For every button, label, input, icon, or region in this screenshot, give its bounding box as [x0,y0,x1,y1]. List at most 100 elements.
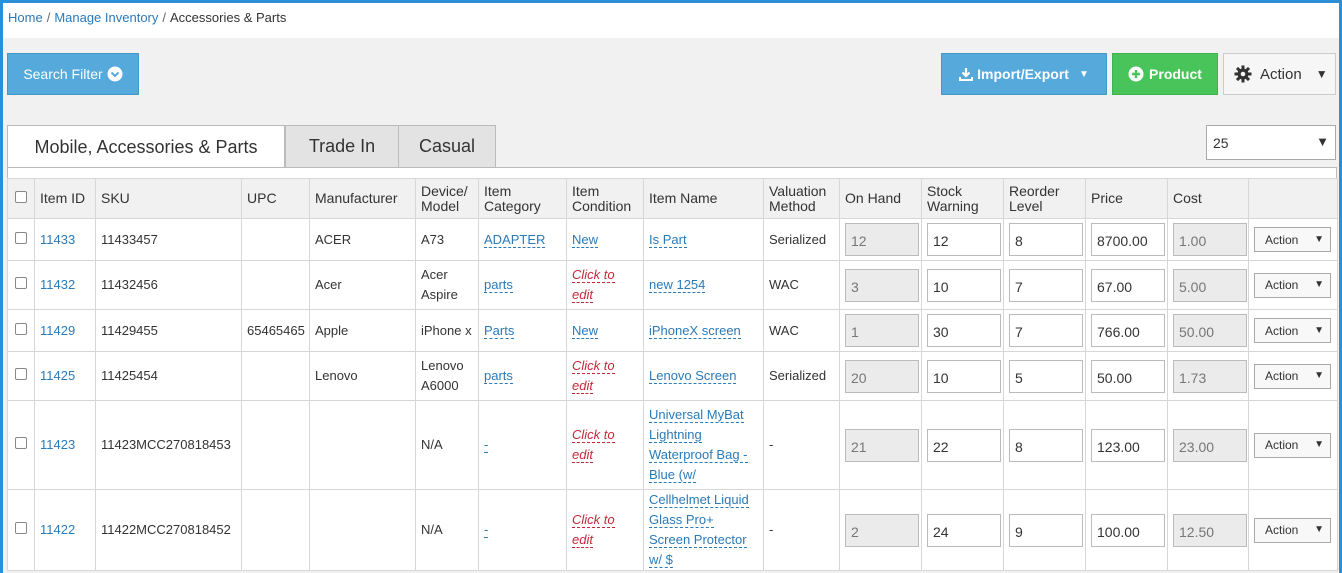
manufacturer-cell: Lenovo [309,351,416,401]
breadcrumb-manage-inventory[interactable]: Manage Inventory [54,10,159,25]
col-item-category[interactable]: Item Category [478,178,567,219]
reorder-level-input[interactable]: 7 [1009,314,1083,347]
item-category-editable[interactable]: - [484,437,489,453]
col-sku[interactable]: SKU [95,178,242,219]
col-device-model[interactable]: Device/ Model [415,178,479,219]
action-menu-label: Action [1260,65,1302,83]
breadcrumb-home[interactable]: Home [8,10,43,25]
item-name-editable[interactable]: Lenovo Screen [649,368,737,384]
price-input[interactable]: 766.00 [1091,314,1165,347]
tab-trade-in[interactable]: Trade In [285,125,399,168]
row-checkbox[interactable] [15,522,27,534]
row-action-button[interactable]: Action ▼ [1254,363,1331,389]
item-id-link[interactable]: 11432 [40,277,76,292]
row-checkbox-cell[interactable] [7,351,35,401]
reorder-level-input[interactable]: 8 [1009,428,1083,462]
col-upc[interactable]: UPC [241,178,310,219]
cost-field: 1.73 [1173,359,1247,393]
col-reorder-level[interactable]: Reorder Level [1003,178,1086,219]
select-all-checkbox-cell[interactable] [7,178,35,219]
col-item-id[interactable]: Item ID [34,178,96,219]
price-input[interactable]: 8700.00 [1091,223,1165,256]
item-condition-editable[interactable]: New [572,231,599,248]
col-stock-warning[interactable]: Stock Warning [921,178,1004,219]
item-condition-editable[interactable]: Click to edit [572,267,615,303]
row-action-cell: Action ▼ [1248,400,1338,490]
row-checkbox[interactable] [15,231,27,244]
col-on-hand[interactable]: On Hand [839,178,922,219]
row-checkbox-cell[interactable] [7,218,35,261]
row-action-button[interactable]: Action ▼ [1254,272,1331,298]
stock-warning-input[interactable]: 12 [927,223,1001,256]
item-id-link[interactable]: 11423 [40,437,76,452]
item-category-editable[interactable]: Parts [484,322,515,339]
item-id-link[interactable]: 11425 [40,368,76,383]
row-action-button[interactable]: Action ▼ [1254,517,1331,543]
upc-cell [241,218,310,261]
reorder-level-input[interactable]: 7 [1009,268,1083,302]
row-checkbox-cell[interactable] [7,400,35,490]
item-name-editable[interactable]: Is Part [649,231,687,248]
row-action-button[interactable]: Action ▼ [1254,318,1331,343]
add-product-button[interactable]: Product [1112,53,1218,95]
stock-warning-cell: 24 [921,489,1004,571]
item-name-cell: Universal MyBat Lightning Waterproof Bag… [643,400,764,490]
reorder-level-input[interactable]: 5 [1009,359,1083,393]
row-checkbox[interactable] [15,437,27,449]
manufacturer-cell: ACER [309,218,416,261]
reorder-level-input[interactable]: 9 [1009,513,1083,547]
row-checkbox-cell[interactable] [7,309,35,352]
import-export-button[interactable]: Import/Export ▼ [941,53,1107,95]
stock-warning-input[interactable]: 22 [927,428,1001,462]
caret-down-icon: ▼ [1314,370,1324,381]
item-condition-editable[interactable]: Click to edit [572,358,615,394]
item-condition-editable[interactable]: New [572,322,599,339]
stock-warning-input[interactable]: 10 [927,268,1001,302]
col-price[interactable]: Price [1085,178,1168,219]
stock-warning-input[interactable]: 30 [927,314,1001,347]
reorder-level-cell: 8 [1003,400,1086,490]
price-input[interactable]: 123.00 [1091,428,1165,462]
page-size-select[interactable]: 25 ▼ [1206,125,1336,160]
reorder-level-input[interactable]: 8 [1009,223,1083,256]
cost-cell: 1.00 [1167,218,1249,261]
row-checkbox[interactable] [15,368,27,380]
col-valuation-method[interactable]: Valuation Method [763,178,840,219]
row-checkbox-cell[interactable] [7,489,35,571]
item-name-editable[interactable]: new 1254 [649,277,706,293]
tab-mobile-accessories-parts[interactable]: Mobile, Accessories & Parts [7,125,285,169]
price-cell: 8700.00 [1085,218,1168,261]
stock-warning-input[interactable]: 10 [927,359,1001,393]
select-all-checkbox[interactable] [15,191,27,203]
item-id-link[interactable]: 11429 [40,322,76,338]
item-condition-editable[interactable]: Click to edit [572,427,615,463]
row-checkbox[interactable] [15,277,27,289]
col-cost[interactable]: Cost [1167,178,1249,219]
price-cell: 100.00 [1085,489,1168,571]
row-action-button[interactable]: Action ▼ [1254,227,1331,252]
item-category-editable[interactable]: parts [484,277,513,293]
price-input[interactable]: 67.00 [1091,268,1165,302]
row-checkbox[interactable] [15,322,27,335]
item-name-editable[interactable]: iPhoneX screen [649,322,741,339]
action-menu-button[interactable]: Action ▼ [1223,53,1336,95]
col-item-name[interactable]: Item Name [643,178,764,219]
price-input[interactable]: 50.00 [1091,359,1165,393]
item-category-editable[interactable]: parts [484,368,513,384]
item-category-editable[interactable]: - [484,522,489,538]
price-input[interactable]: 100.00 [1091,513,1165,547]
row-checkbox-cell[interactable] [7,260,35,310]
device-model-cell: Acer Aspire [415,260,479,310]
row-action-button[interactable]: Action ▼ [1254,432,1331,458]
item-condition-editable[interactable]: Click to edit [572,512,615,548]
item-name-editable[interactable]: Universal MyBat Lightning Waterproof Bag… [649,407,748,483]
item-name-editable[interactable]: Cellhelmet Liquid Glass Pro+ Screen Prot… [649,492,749,568]
item-id-link[interactable]: 11433 [40,231,76,247]
item-category-editable[interactable]: ADAPTER [484,231,546,248]
search-filter-button[interactable]: Search Filter [7,53,139,95]
col-item-condition[interactable]: Item Condition [566,178,644,219]
item-id-link[interactable]: 11422 [40,522,76,537]
tab-casual[interactable]: Casual [398,125,496,168]
col-manufacturer[interactable]: Manufacturer [309,178,416,219]
stock-warning-input[interactable]: 24 [927,513,1001,547]
